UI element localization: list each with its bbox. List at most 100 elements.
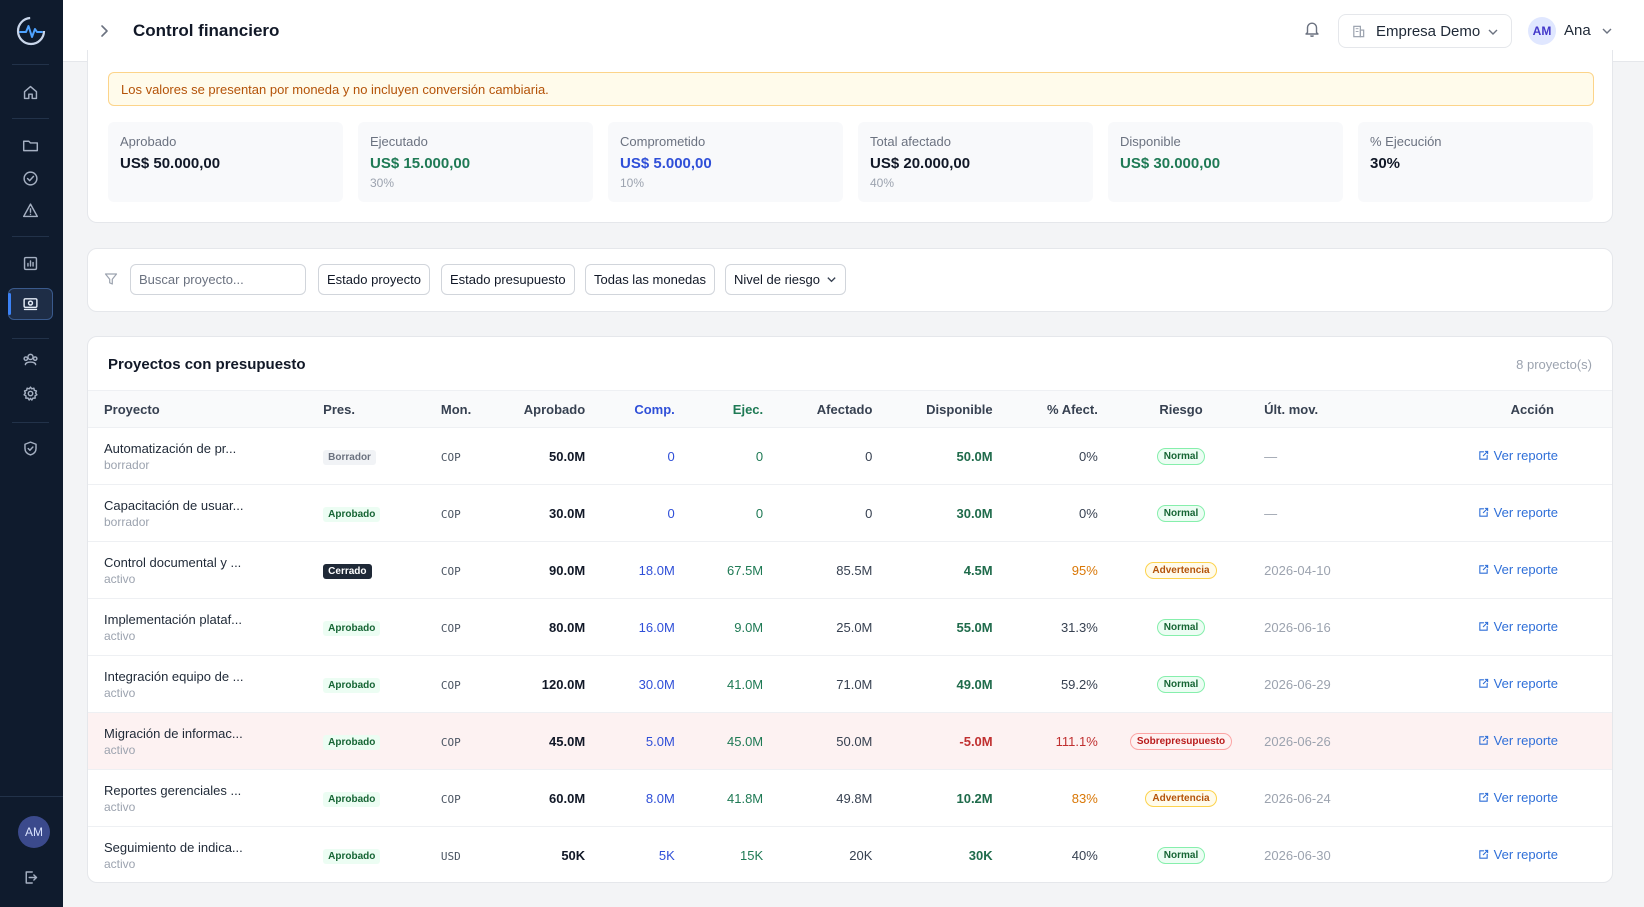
project-name[interactable]: Seguimiento de indica... — [104, 839, 243, 855]
bar-chart-icon[interactable] — [20, 253, 40, 273]
ver-reporte-link[interactable]: Ver reporte — [1478, 676, 1558, 691]
project-name[interactable]: Migración de informac... — [104, 725, 243, 741]
cell-proyecto: Migración de informac... activo — [88, 713, 307, 770]
cell-pct-afect: 59.2% — [1060, 676, 1098, 692]
cell-comp: 16.0M — [638, 619, 675, 635]
project-name[interactable]: Integración equipo de ... — [104, 668, 244, 684]
budget-status-badge: Aprobado — [323, 620, 381, 636]
filter-monedas[interactable]: Todas las monedas — [585, 264, 716, 295]
col-pres[interactable]: Pres. — [323, 401, 355, 417]
col-ult-mov[interactable]: Últ. mov. — [1264, 401, 1319, 417]
projects-table: Proyecto Pres. Mon. Aprobado Comp. Ejec.… — [88, 390, 1612, 883]
cell-mon: USD — [425, 827, 496, 883]
ver-reporte-link[interactable]: Ver reporte — [1478, 733, 1558, 748]
users-icon[interactable] — [20, 349, 40, 369]
cell-riesgo: Normal — [1114, 428, 1248, 485]
project-state: borrador — [104, 514, 150, 529]
project-state: activo — [104, 799, 136, 814]
project-name[interactable]: Reportes gerenciales ... — [104, 782, 242, 798]
col-comp[interactable]: Comp. — [634, 401, 675, 417]
ver-reporte-link[interactable]: Ver reporte — [1478, 847, 1558, 862]
col-mon[interactable]: Mon. — [440, 401, 472, 417]
user-name[interactable]: Ana — [1564, 22, 1591, 39]
risk-badge: Normal — [1156, 448, 1206, 465]
stat-ejecutado: Ejecutado US$ 15.000,00 30% — [358, 122, 593, 202]
company-selector[interactable]: Empresa Demo — [1338, 14, 1512, 48]
project-name[interactable]: Capacitación de usuar... — [104, 497, 244, 513]
cell-pct-afect: 83% — [1071, 790, 1098, 806]
sidebar-toggle-chevron-icon[interactable] — [96, 23, 112, 39]
cell-accion: Ver reporte — [1385, 827, 1612, 883]
ver-reporte-link[interactable]: Ver reporte — [1478, 505, 1558, 520]
stat-total-afectado: Total afectado US$ 20.000,00 40% — [858, 122, 1093, 202]
cell-aprobado: 120.0M — [541, 676, 586, 692]
sidebar-avatar[interactable]: AM — [18, 816, 50, 848]
ver-reporte-label: Ver reporte — [1493, 505, 1558, 520]
cell-ult-mov: 2026-06-26 — [1264, 733, 1331, 749]
folder-icon[interactable] — [20, 135, 40, 155]
cell-ult-mov: 2026-06-24 — [1264, 790, 1331, 806]
sidebar-divider — [12, 118, 49, 119]
search-input[interactable] — [130, 264, 306, 295]
cell-mon: COP — [425, 542, 496, 599]
sidebar-divider — [12, 338, 49, 339]
alert-triangle-icon[interactable] — [20, 200, 40, 220]
cell-ejec: 41.0M — [727, 676, 764, 692]
cell-accion: Ver reporte — [1385, 485, 1612, 542]
project-name[interactable]: Implementación plataf... — [104, 611, 243, 627]
project-state: activo — [104, 742, 136, 757]
project-state: borrador — [104, 457, 150, 472]
chevron-down-icon[interactable] — [1601, 25, 1613, 37]
cell-afectado: 0 — [865, 448, 873, 464]
cell-riesgo: Advertencia — [1114, 770, 1248, 827]
external-link-icon — [1478, 678, 1488, 688]
ver-reporte-link[interactable]: Ver reporte — [1478, 448, 1558, 463]
project-name[interactable]: Control documental y ... — [104, 554, 242, 570]
money-icon[interactable] — [20, 293, 40, 313]
ver-reporte-link[interactable]: Ver reporte — [1478, 790, 1558, 805]
cell-riesgo: Normal — [1114, 599, 1248, 656]
col-proyecto[interactable]: Proyecto — [104, 401, 160, 417]
cell-ejec: 0 — [755, 505, 764, 521]
external-link-icon — [1478, 850, 1488, 859]
stat-ejecucion: % Ejecución 30% — [1358, 122, 1593, 202]
col-afectado[interactable]: Afectado — [816, 401, 873, 417]
filter-nivel-riesgo[interactable]: Nivel de riesgo — [725, 264, 846, 295]
check-circle-icon[interactable] — [20, 168, 40, 188]
stat-label: Disponible — [1120, 134, 1181, 149]
ver-reporte-link[interactable]: Ver reporte — [1478, 619, 1558, 634]
home-icon[interactable] — [20, 82, 40, 102]
filter-estado-proyecto[interactable]: Estado proyecto — [318, 264, 430, 295]
logout-icon[interactable] — [20, 867, 40, 887]
cell-pres: Aprobado — [307, 485, 425, 542]
cell-proyecto: Seguimiento de indica... activo — [88, 827, 307, 883]
currency-code: USD — [440, 849, 461, 863]
table-row: Implementación plataf... activo Aprobado CO… — [88, 598, 1612, 656]
col-pct-afect[interactable]: % Afect. — [1047, 401, 1098, 417]
user-avatar[interactable]: AM — [1528, 17, 1556, 45]
col-aprobado[interactable]: Aprobado — [523, 401, 586, 417]
cell-disponible: 30.0M — [956, 505, 993, 521]
project-name[interactable]: Automatización de pr... — [104, 440, 237, 456]
project-state: activo — [104, 628, 136, 643]
shield-icon[interactable] — [20, 438, 40, 458]
ver-reporte-link[interactable]: Ver reporte — [1478, 562, 1558, 577]
budget-status-badge: Aprobado — [323, 791, 381, 807]
cell-aprobado: 50K — [561, 847, 586, 863]
settings-icon[interactable] — [20, 383, 40, 403]
cell-proyecto: Reportes gerenciales ... activo — [88, 770, 307, 827]
bell-icon[interactable] — [1303, 20, 1321, 38]
cell-pct-afect: 0% — [1079, 448, 1098, 464]
table-title: Proyectos con presupuesto — [108, 356, 306, 373]
table-row: Reportes gerenciales ... activo Aprobado CO… — [88, 769, 1612, 827]
col-ejec[interactable]: Ejec. — [732, 401, 764, 417]
cell-comp: 0 — [667, 505, 675, 521]
filter-estado-presupuesto[interactable]: Estado presupuesto — [441, 264, 575, 295]
col-disponible[interactable]: Disponible — [926, 401, 993, 417]
app-logo[interactable] — [14, 14, 48, 48]
stat-percent: 10% — [620, 176, 645, 190]
ver-reporte-label: Ver reporte — [1493, 448, 1558, 463]
cell-pres: Aprobado — [307, 827, 425, 883]
cell-afectado: 50.0M — [836, 733, 873, 749]
col-riesgo[interactable]: Riesgo — [1159, 401, 1203, 417]
